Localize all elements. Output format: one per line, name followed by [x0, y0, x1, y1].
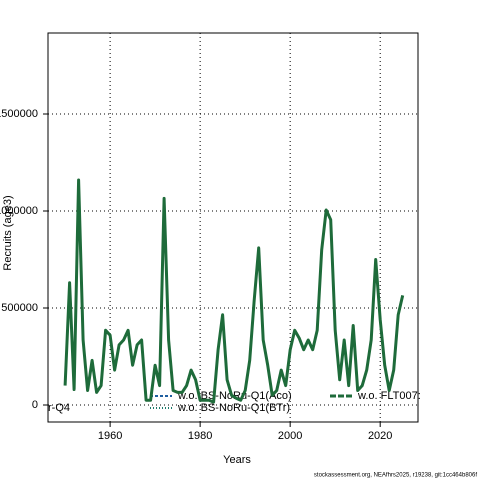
- x-tick-label: 2020: [368, 430, 392, 442]
- x-axis-label: Years: [223, 454, 251, 466]
- legend-label: w.o. BS-NoRu-Q1(BTr): [177, 402, 290, 414]
- y-tick-label: 0: [32, 399, 38, 411]
- plot-frame: [47, 32, 419, 423]
- x-tick-label: 1960: [98, 430, 122, 442]
- series-line: [63, 178, 405, 404]
- legend-label: w.o. FLT007:: [357, 390, 421, 402]
- y-tick-label: 1000000: [0, 205, 38, 217]
- footer: stockassessment.org, NEAfhrs2025, r19238…: [314, 473, 477, 479]
- y-axis-label: Recruits (age3): [2, 195, 14, 270]
- y-tick-label: 1500000: [0, 108, 38, 120]
- legend-label: r-Q4: [48, 402, 70, 414]
- y-tick-label: 500000: [1, 302, 38, 314]
- x-tick-label: 2000: [278, 430, 302, 442]
- x-tick-label: 1980: [188, 430, 212, 442]
